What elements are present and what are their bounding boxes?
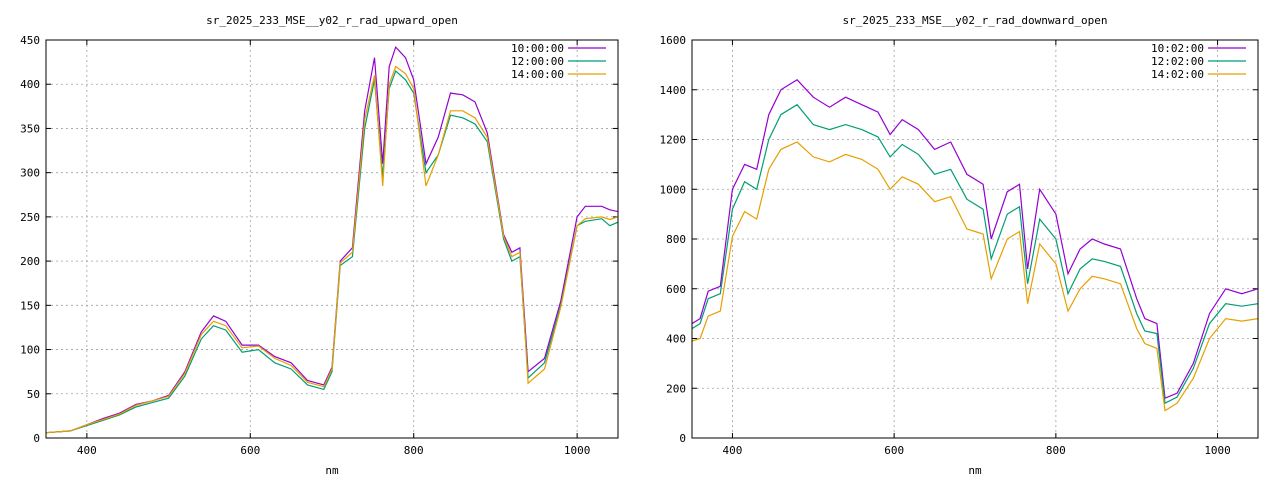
- y-tick-label: 400: [20, 78, 40, 91]
- x-axis-label: nm: [968, 464, 982, 477]
- y-tick-label: 800: [666, 233, 686, 246]
- y-tick-label: 50: [27, 388, 40, 401]
- plot-border: [691, 39, 1259, 439]
- x-tick-label: 800: [1046, 444, 1066, 457]
- x-tick-label: 600: [240, 444, 260, 457]
- y-tick-label: 200: [666, 382, 686, 395]
- y-tick-label: 300: [20, 167, 40, 180]
- chart-panel-upward: sr_2025_233_MSE__y02_r_rad_upward_open 0 5…: [20, 14, 619, 477]
- x-axis-label: nm: [325, 464, 339, 477]
- x-tick-label: 1000: [564, 444, 591, 457]
- legend-label: 14:00:00: [511, 68, 564, 81]
- y-tick-label: 1000: [660, 183, 687, 196]
- legend-label: 14:02:00: [1151, 68, 1204, 81]
- y-tick-label: 250: [20, 211, 40, 224]
- chart-title: sr_2025_233_MSE__y02_r_rad_upward_open: [206, 14, 458, 27]
- x-tick-label: 1000: [1204, 444, 1231, 457]
- series-line-3: [692, 141, 1258, 412]
- series-line-2: [692, 103, 1258, 405]
- y-tick-label: 200: [20, 255, 40, 268]
- legend-label: 10:02:00: [1151, 42, 1204, 55]
- y-tick-label: 600: [666, 283, 686, 296]
- chart-downward: sr_2025_233_MSE__y02_r_rad_downward_open…: [660, 14, 1259, 477]
- y-tick-label: 400: [666, 333, 686, 346]
- plot-border: [45, 39, 619, 439]
- y-tick-label: 350: [20, 122, 40, 135]
- y-tick-label: 1200: [660, 134, 687, 147]
- y-tick-label: 1600: [660, 34, 687, 47]
- series-line-3: [46, 65, 618, 434]
- x-tick-label: 400: [77, 444, 97, 457]
- y-tick-label: 150: [20, 299, 40, 312]
- x-tick-label: 400: [722, 444, 742, 457]
- legend-label: 12:02:00: [1151, 55, 1204, 68]
- chart-panel-downward: sr_2025_233_MSE__y02_r_rad_downward_open…: [640, 0, 1280, 480]
- legend-label: 10:00:00: [511, 42, 564, 55]
- y-tick-label: 0: [33, 432, 40, 445]
- x-tick-label: 600: [884, 444, 904, 457]
- chart-title: sr_2025_233_MSE__y02_r_rad_downward_open: [843, 14, 1108, 27]
- series-line-2: [46, 69, 618, 434]
- y-tick-label: 0: [679, 432, 686, 445]
- y-tick-label: 450: [20, 34, 40, 47]
- x-tick-label: 800: [404, 444, 424, 457]
- y-tick-label: 100: [20, 344, 40, 357]
- chart-upward: sr_2025_233_MSE__y02_r_rad_upward_open 0 5…: [20, 14, 619, 477]
- y-tick-label: 1400: [660, 84, 687, 97]
- series-line-1: [692, 79, 1258, 400]
- legend-label: 12:00:00: [511, 55, 564, 68]
